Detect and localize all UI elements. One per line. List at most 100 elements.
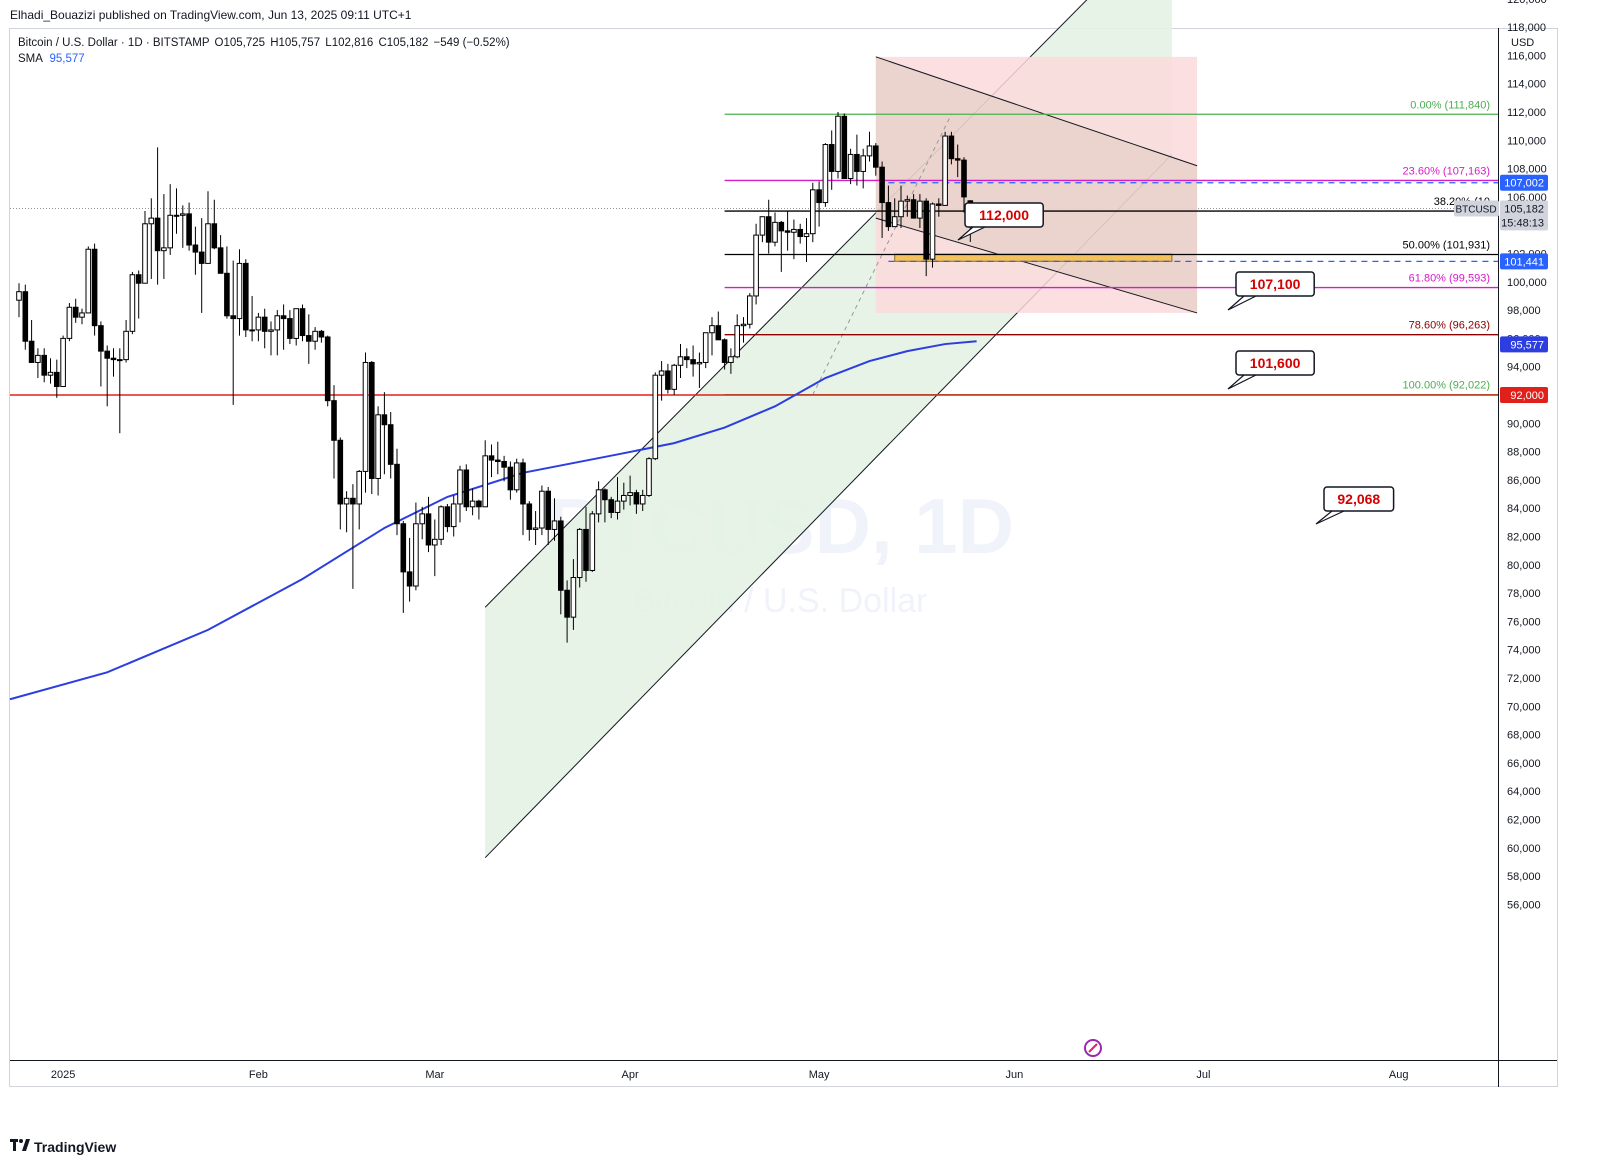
candle[interactable]: [419, 506, 425, 540]
price-scale-tag[interactable]: 95,577: [1500, 336, 1548, 353]
price-scale-tag[interactable]: 92,000: [1500, 387, 1548, 403]
candle[interactable]: [60, 335, 66, 388]
candle[interactable]: [948, 131, 955, 165]
candle[interactable]: [532, 511, 539, 545]
candle[interactable]: [142, 211, 148, 284]
candle[interactable]: [923, 198, 930, 277]
candle[interactable]: [476, 499, 482, 520]
descending-channel-lower[interactable]: [875, 217, 1198, 314]
candle[interactable]: [608, 496, 615, 519]
candle[interactable]: [936, 198, 942, 217]
candle[interactable]: [576, 528, 583, 588]
price-scale-tag[interactable]: 105,182: [1500, 200, 1548, 217]
candle[interactable]: [740, 317, 747, 343]
candle[interactable]: [873, 143, 879, 176]
candle[interactable]: [558, 516, 564, 615]
candle[interactable]: [891, 198, 898, 228]
candle[interactable]: [274, 310, 281, 356]
candle[interactable]: [904, 195, 911, 217]
candle[interactable]: [671, 363, 678, 395]
tradingview-footer[interactable]: TradingView: [10, 1138, 116, 1155]
candle[interactable]: [816, 181, 822, 227]
candle[interactable]: [425, 496, 432, 553]
candle[interactable]: [495, 441, 501, 475]
candle[interactable]: [791, 219, 797, 260]
candle[interactable]: [224, 246, 230, 319]
candle[interactable]: [507, 461, 514, 500]
candle[interactable]: [520, 458, 526, 536]
candle[interactable]: [261, 308, 268, 349]
candle[interactable]: [66, 303, 73, 342]
candle[interactable]: [205, 191, 211, 264]
symbol-tag[interactable]: BTCUSD: [1454, 200, 1499, 217]
candle[interactable]: [356, 469, 362, 530]
candle[interactable]: [633, 489, 640, 514]
candle[interactable]: [104, 345, 111, 407]
price-callout[interactable]: 92,068: [1315, 486, 1395, 525]
candle[interactable]: [583, 506, 589, 582]
candle[interactable]: [331, 385, 337, 479]
candle[interactable]: [513, 458, 520, 493]
candle[interactable]: [879, 161, 885, 238]
candle[interactable]: [715, 311, 722, 341]
candle[interactable]: [350, 484, 356, 589]
candle[interactable]: [243, 259, 249, 337]
legend-symbol[interactable]: Bitcoin / U.S. Dollar · 1D · BITSTAMP: [18, 37, 210, 49]
candle[interactable]: [299, 304, 306, 342]
candle[interactable]: [236, 249, 243, 336]
candle[interactable]: [41, 348, 48, 383]
candle[interactable]: [268, 321, 274, 356]
candle[interactable]: [16, 283, 22, 318]
candle[interactable]: [753, 223, 759, 305]
candle[interactable]: [98, 321, 104, 387]
price-callout[interactable]: 107,100: [1227, 271, 1315, 311]
candle[interactable]: [72, 298, 79, 323]
candle[interactable]: [954, 144, 961, 178]
candle[interactable]: [381, 392, 388, 475]
candle[interactable]: [318, 329, 325, 343]
candle[interactable]: [249, 295, 255, 342]
candle[interactable]: [369, 361, 375, 495]
candle[interactable]: [803, 218, 810, 262]
candle[interactable]: [375, 406, 381, 496]
candle[interactable]: [828, 130, 835, 190]
candle[interactable]: [665, 363, 671, 394]
candle[interactable]: [444, 503, 451, 533]
candle[interactable]: [747, 293, 753, 329]
candle[interactable]: [161, 194, 167, 279]
candle[interactable]: [488, 444, 495, 478]
candle[interactable]: [734, 314, 741, 359]
candle[interactable]: [337, 437, 344, 530]
candle[interactable]: [721, 338, 728, 370]
candle[interactable]: [784, 211, 791, 251]
candle[interactable]: [343, 491, 350, 533]
candle[interactable]: [910, 194, 917, 219]
candle[interactable]: [929, 202, 936, 268]
replay-logo-icon[interactable]: [1084, 1039, 1102, 1057]
candle[interactable]: [702, 332, 709, 369]
candle[interactable]: [810, 182, 816, 243]
candle[interactable]: [728, 348, 734, 374]
price-scale-tag[interactable]: 101,441: [1500, 253, 1548, 270]
price-scale-tag[interactable]: 15:48:13: [1500, 214, 1548, 231]
candle[interactable]: [690, 345, 696, 377]
candle[interactable]: [778, 220, 785, 272]
candle[interactable]: [847, 148, 854, 185]
candle[interactable]: [854, 134, 860, 186]
candle[interactable]: [684, 348, 690, 369]
candle[interactable]: [841, 113, 848, 180]
candle[interactable]: [539, 485, 545, 536]
candle[interactable]: [167, 184, 173, 255]
candle[interactable]: [646, 457, 652, 497]
candle[interactable]: [154, 147, 161, 285]
candle[interactable]: [570, 559, 577, 630]
candle[interactable]: [652, 372, 659, 461]
candle[interactable]: [413, 502, 419, 591]
candle[interactable]: [438, 505, 444, 545]
legend-sma-label[interactable]: SMA: [18, 53, 43, 65]
price-callout[interactable]: 101,600: [1227, 350, 1315, 390]
candle[interactable]: [526, 501, 533, 541]
candle[interactable]: [287, 310, 293, 345]
candle[interactable]: [501, 455, 507, 482]
candle[interactable]: [602, 488, 608, 523]
